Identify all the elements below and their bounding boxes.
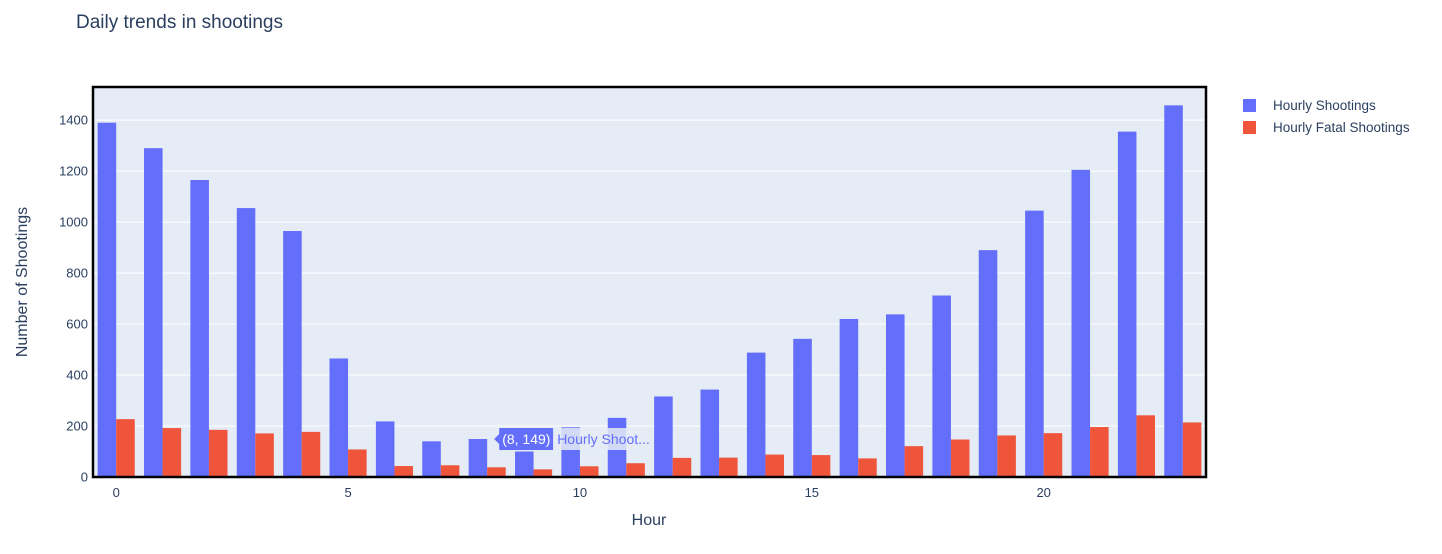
y-tick-label: 1200	[59, 164, 88, 179]
bar-hourly-fatal-shootings[interactable]	[1090, 427, 1109, 477]
bar-hourly-shootings[interactable]	[1117, 131, 1137, 477]
legend-item-hourly-fatal-shootings[interactable]: Hourly Fatal Shootings	[1243, 116, 1410, 138]
bar-hourly-shootings[interactable]	[654, 396, 673, 477]
x-tick-labels: 0 5 10 15 20	[113, 485, 1051, 500]
plot-frame	[91, 85, 1208, 479]
x-tick-label: 15	[805, 485, 819, 500]
tooltip-value: (8, 149)	[502, 431, 550, 447]
bar-hourly-shootings[interactable]	[978, 250, 998, 477]
bar-hourly-fatal-shootings[interactable]	[301, 431, 321, 477]
bar-hourly-shootings[interactable]	[839, 318, 859, 477]
y-tick-label: 1000	[59, 215, 88, 230]
bar-hourly-fatal-shootings[interactable]	[348, 449, 367, 477]
legend-swatch	[1243, 120, 1256, 134]
chart-title: Daily trends in shootings	[76, 12, 283, 33]
bar-hourly-shootings[interactable]	[1025, 210, 1044, 478]
bar-hourly-shootings[interactable]	[1071, 169, 1091, 477]
bar-hourly-fatal-shootings[interactable]	[765, 454, 784, 477]
bar-hourly-fatal-shootings[interactable]	[440, 465, 460, 477]
bar-hourly-fatal-shootings[interactable]	[255, 433, 274, 477]
x-tick-label: 20	[1036, 485, 1050, 500]
x-tick-label: 5	[344, 485, 351, 500]
bar-hourly-fatal-shootings[interactable]	[811, 455, 831, 477]
bar-hourly-fatal-shootings[interactable]	[162, 428, 182, 477]
bar-hourly-shootings[interactable]	[932, 295, 951, 477]
tooltip-name-box	[553, 428, 652, 451]
hover-tooltip: (8, 149) Hourly Shoot...	[494, 428, 652, 451]
bar-hourly-fatal-shootings[interactable]	[626, 463, 645, 477]
bar-hourly-fatal-shootings[interactable]	[858, 458, 877, 477]
x-tick-label: 10	[573, 485, 587, 500]
bar-hourly-shootings[interactable]	[375, 421, 395, 477]
y-axis-title: Number of Shootings	[14, 207, 31, 357]
bar-hourly-fatal-shootings[interactable]	[997, 435, 1016, 477]
x-axis-title: Hour	[632, 512, 667, 529]
bar-hourly-shootings[interactable]	[190, 180, 209, 477]
bar-hourly-shootings[interactable]	[515, 451, 534, 477]
bar-hourly-shootings[interactable]	[700, 389, 720, 477]
bar-hourly-fatal-shootings[interactable]	[579, 466, 599, 477]
grid-lines	[93, 119, 1206, 427]
legend-label: Hourly Fatal Shootings	[1273, 119, 1410, 135]
legend-swatch	[1243, 98, 1256, 112]
y-tick-labels: 0 200 400 600 800 1000 1200 1400	[59, 113, 88, 485]
y-tick-label: 600	[66, 317, 88, 332]
tooltip-pointer	[494, 433, 501, 446]
bar-hourly-fatal-shootings[interactable]	[904, 446, 924, 477]
bar-hourly-shootings[interactable]	[283, 231, 302, 477]
legend-item-hourly-shootings[interactable]: Hourly Shootings	[1243, 94, 1410, 116]
x-tick-label: 0	[113, 485, 120, 500]
bar-hourly-shootings[interactable]	[468, 439, 488, 477]
bars	[97, 105, 1202, 478]
y-tick-label: 0	[81, 470, 88, 485]
legend-label: Hourly Shootings	[1273, 97, 1376, 113]
plot-area-background	[93, 87, 1206, 477]
bar-hourly-fatal-shootings[interactable]	[950, 439, 970, 477]
bar-hourly-fatal-shootings[interactable]	[1043, 433, 1063, 477]
bar-hourly-shootings[interactable]	[329, 358, 349, 477]
bar-hourly-fatal-shootings[interactable]	[394, 466, 413, 477]
bar-hourly-shootings[interactable]	[97, 122, 117, 477]
tooltip-series-name: Hourly Shoot...	[557, 431, 650, 447]
bar-hourly-fatal-shootings[interactable]	[116, 419, 135, 477]
bar-hourly-fatal-shootings[interactable]	[208, 429, 228, 477]
bar-hourly-fatal-shootings[interactable]	[719, 457, 738, 477]
y-tick-label: 200	[66, 419, 88, 434]
tooltip-value-box	[499, 428, 554, 451]
bar-hourly-fatal-shootings[interactable]	[487, 467, 506, 477]
bar-hourly-fatal-shootings[interactable]	[1136, 415, 1155, 477]
bar-hourly-shootings[interactable]	[144, 148, 163, 478]
bar-hourly-shootings[interactable]	[746, 352, 766, 477]
bar-hourly-fatal-shootings[interactable]	[672, 457, 692, 477]
y-tick-label: 400	[66, 368, 88, 383]
bar-hourly-shootings[interactable]	[793, 338, 812, 477]
bar-hourly-fatal-shootings[interactable]	[533, 469, 553, 477]
bar-hourly-shootings[interactable]	[1164, 105, 1183, 478]
bar-hourly-shootings[interactable]	[422, 441, 441, 477]
bar-hourly-shootings[interactable]	[886, 314, 905, 477]
y-tick-label: 1400	[59, 113, 88, 128]
y-tick-label: 800	[66, 266, 88, 281]
legend: Hourly Shootings Hourly Fatal Shootings	[1243, 94, 1410, 138]
bar-hourly-shootings[interactable]	[236, 208, 256, 477]
bar-hourly-fatal-shootings[interactable]	[1182, 422, 1202, 477]
